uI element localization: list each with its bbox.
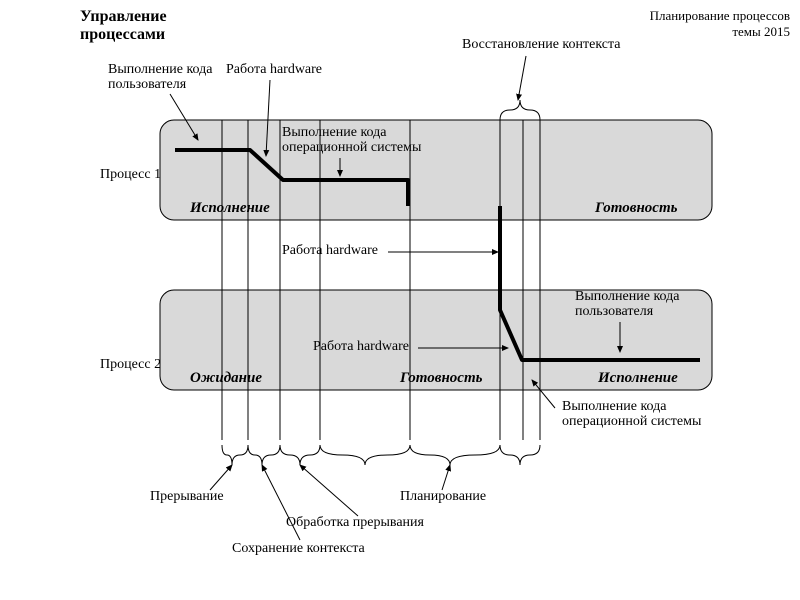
process-label: Процесс 1 bbox=[100, 167, 161, 182]
state-label: Исполнение bbox=[189, 200, 270, 216]
state-label: Готовность bbox=[399, 370, 483, 386]
svg-text:Работа hardware: Работа hardware bbox=[226, 62, 322, 77]
svg-text:Выполнение кода: Выполнение кода bbox=[108, 62, 213, 77]
svg-text:операционной системы: операционной системы bbox=[562, 414, 702, 429]
svg-text:Выполнение кода: Выполнение кода bbox=[575, 289, 680, 304]
bottom-bracket bbox=[320, 445, 410, 465]
annotation-arrow bbox=[300, 465, 358, 516]
svg-text:Выполнение кода: Выполнение кода bbox=[562, 399, 667, 414]
bottom-annotation: Обработка прерывания bbox=[286, 515, 425, 530]
process-diagram: Процесс 1 Процесс 2 Исполнение Готовность Ож… bbox=[0, 0, 800, 600]
svg-text:Выполнение кода: Выполнение кода bbox=[282, 125, 387, 140]
state-label: Готовность bbox=[594, 200, 678, 216]
process-label: Процесс 2 bbox=[100, 357, 161, 372]
svg-text:Работа hardware: Работа hardware bbox=[313, 339, 409, 354]
svg-text:пользователя: пользователя bbox=[108, 77, 187, 92]
svg-text:пользователя: пользователя bbox=[575, 304, 654, 319]
bottom-annotation: Прерывание bbox=[150, 489, 224, 504]
bottom-bracket bbox=[280, 445, 320, 465]
bottom-bracket bbox=[500, 445, 540, 465]
bottom-bracket bbox=[248, 445, 280, 465]
bottom-bracket bbox=[410, 445, 500, 465]
top-bracket bbox=[500, 100, 540, 120]
annotation-arrow bbox=[442, 465, 450, 490]
annotation-arrow bbox=[210, 465, 232, 490]
state-label: Исполнение bbox=[597, 370, 678, 386]
svg-text:Работа hardware: Работа hardware bbox=[282, 243, 378, 258]
annotation-arrow bbox=[518, 56, 526, 100]
svg-text:операционной системы: операционной системы bbox=[282, 140, 422, 155]
bottom-annotation: Планирование bbox=[400, 489, 486, 504]
svg-text:Восстановление контекста: Восстановление контекста bbox=[462, 37, 621, 52]
bottom-bracket bbox=[222, 445, 248, 465]
state-label: Ожидание bbox=[190, 370, 262, 386]
bottom-annotation: Сохранение контекста bbox=[232, 541, 365, 556]
